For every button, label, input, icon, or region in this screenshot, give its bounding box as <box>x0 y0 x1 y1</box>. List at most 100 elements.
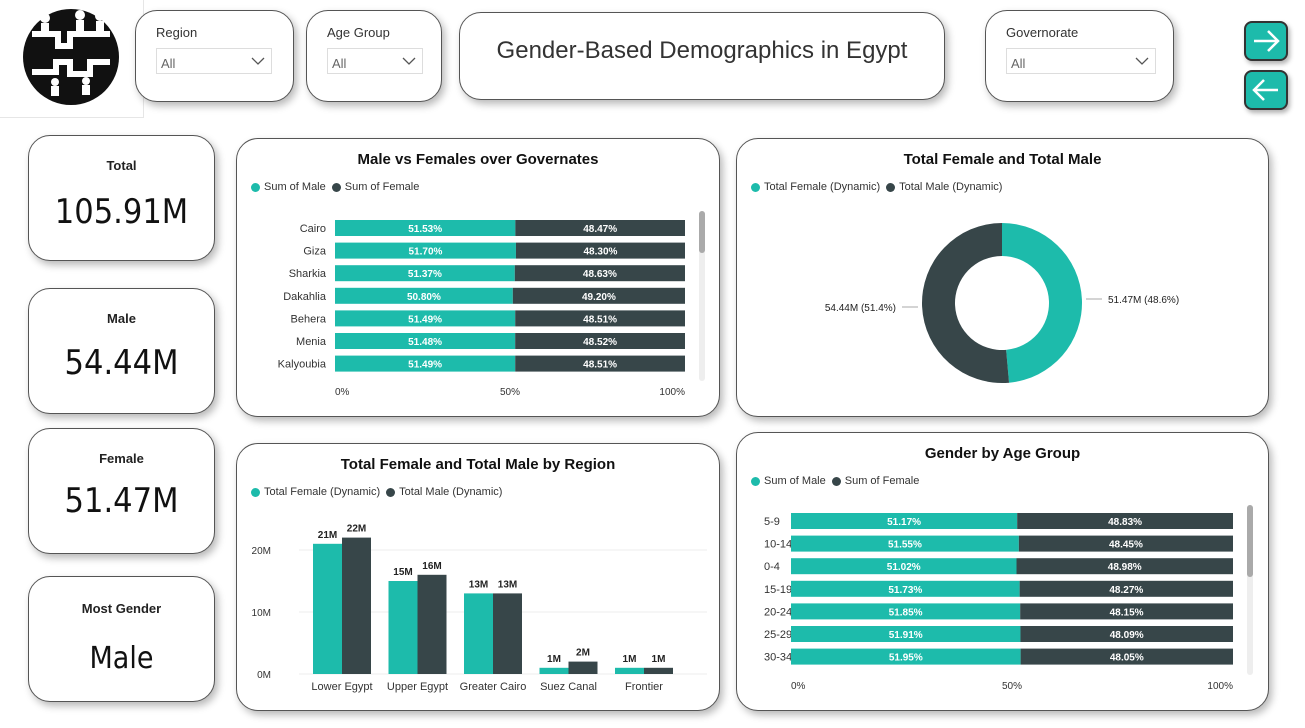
female-slice-label: 51.47M (48.6%) <box>1108 295 1179 306</box>
male-bar <box>335 242 516 259</box>
y-tick-label: 20M <box>252 546 271 557</box>
male-data-label: 51.91% <box>889 630 923 641</box>
category-label: Suez Canal <box>540 681 597 693</box>
male-bar <box>335 220 516 236</box>
donut-legend: Total Female (Dynamic) Total Male (Dynam… <box>751 181 1002 193</box>
legend-female-dynamic-label: Total Female (Dynamic) <box>764 181 881 193</box>
female-data-label: 48.30% <box>584 247 618 258</box>
legend-age-female-swatch <box>831 476 841 486</box>
male-data-label: 51.73% <box>888 585 922 596</box>
legend-age-male-label: Sum of Male <box>764 475 826 487</box>
category-label: Behera <box>291 313 327 325</box>
category-label: Menia <box>296 336 327 348</box>
category-label: 10-14 <box>764 539 792 551</box>
female-data-label: 48.09% <box>1110 630 1144 641</box>
scrollbar-thumb <box>1247 505 1253 577</box>
female-bar <box>615 667 644 674</box>
region-dropdown-value: All <box>161 56 176 71</box>
legend-male-dynamic-swatch <box>886 182 896 192</box>
male-data-label: 51.95% <box>889 653 923 664</box>
governorate-dropdown[interactable]: All <box>1006 48 1156 74</box>
female-bar <box>1016 558 1233 575</box>
female-bar <box>464 593 493 674</box>
female-data-label: 48.52% <box>583 337 617 348</box>
category-label: 30-34 <box>764 652 792 664</box>
y-tick-label: 0M <box>257 670 271 681</box>
male-bar <box>335 265 515 282</box>
x-tick-label: 100% <box>1207 681 1233 692</box>
title-card: Gender-Based Demographics in Egypt <box>459 12 945 100</box>
female-bar <box>1020 626 1233 642</box>
arrow-right-icon <box>1254 30 1280 52</box>
male-data-label: 51.02% <box>887 562 921 573</box>
kpi-total-card: Total 105.91M <box>28 135 215 261</box>
legend-male-label: Sum of Male <box>264 181 326 193</box>
bar-data-label: 2M <box>576 648 590 659</box>
x-tick-label: 0% <box>791 681 806 692</box>
region-dropdown[interactable]: All <box>156 48 272 74</box>
female-bar <box>515 220 685 236</box>
kpi-most-gender-label: Most Gender <box>81 601 162 616</box>
male-bar <box>335 287 513 304</box>
female-data-label: 48.98% <box>1108 562 1142 573</box>
category-label: Greater Cairo <box>460 681 527 693</box>
kpi-female-value: 51.47M <box>64 481 179 521</box>
governorate-slicer-label: Governorate <box>1006 25 1079 40</box>
female-bar <box>1020 603 1233 620</box>
age-group-dropdown[interactable]: All <box>327 48 423 74</box>
male-data-label: 51.37% <box>408 269 442 280</box>
governorates-legend: Sum of Male Sum of Female <box>251 181 419 193</box>
male-data-label: 51.53% <box>408 224 442 235</box>
legend-region-female-label: Total Female (Dynamic) <box>264 486 381 498</box>
female-bar <box>515 355 685 372</box>
female-data-label: 48.83% <box>1108 517 1142 528</box>
logo-panel <box>0 0 144 118</box>
male-bar <box>791 626 1021 642</box>
chevron-down-icon <box>1135 57 1149 65</box>
governorate-slicer: Governorate All <box>985 10 1174 102</box>
region-chart-title: Total Female and Total Male by Region <box>340 456 616 473</box>
male-bar <box>791 580 1020 597</box>
arrow-left-icon <box>1252 79 1278 101</box>
legend-female-label: Sum of Female <box>344 181 420 193</box>
female-bar <box>1018 535 1233 552</box>
next-page-button[interactable] <box>1244 21 1288 61</box>
bar-data-label: 1M <box>547 654 561 665</box>
bar-data-label: 1M <box>623 654 637 665</box>
female-bar <box>515 242 685 259</box>
female-slice <box>1002 223 1082 383</box>
female-bar <box>1017 513 1233 529</box>
female-data-label: 48.15% <box>1110 607 1144 618</box>
category-label: Dakahlia <box>283 291 327 303</box>
female-bar <box>515 310 685 327</box>
bar-data-label: 13M <box>469 579 488 590</box>
bar-data-label: 16M <box>422 561 441 572</box>
male-data-label: 51.85% <box>889 607 923 618</box>
female-data-label: 48.51% <box>583 360 617 371</box>
category-label: 5-9 <box>764 516 780 528</box>
age-group-dropdown-value: All <box>332 56 347 71</box>
female-bar <box>539 667 569 674</box>
bar-data-label: 21M <box>318 530 337 541</box>
male-data-label: 51.70% <box>409 247 443 258</box>
female-data-label: 48.51% <box>583 314 617 325</box>
bar-data-label: 15M <box>393 567 412 578</box>
kpi-most-gender-value: Male <box>89 641 154 676</box>
female-bar <box>313 543 342 674</box>
governorates-chart-title: Male vs Females over Governates <box>357 151 599 168</box>
male-bar <box>791 648 1021 665</box>
male-data-label: 50.80% <box>407 292 441 303</box>
female-bar <box>514 265 685 282</box>
category-label: 15-19 <box>764 584 792 596</box>
governorates-chart-card: Male vs Females over Governates Sum of M… <box>236 138 720 417</box>
back-page-button[interactable] <box>1244 70 1288 110</box>
male-bar <box>335 333 516 349</box>
kpi-male-card: Male 54.44M <box>28 288 215 414</box>
bar-data-label: 13M <box>498 579 517 590</box>
female-bar <box>512 287 685 304</box>
age-group-slicer: Age Group All <box>306 10 442 102</box>
male-bar <box>493 593 522 674</box>
female-bar <box>388 581 418 674</box>
age-chart-title: Gender by Age Group <box>924 445 1081 462</box>
legend-female-swatch <box>331 182 341 192</box>
